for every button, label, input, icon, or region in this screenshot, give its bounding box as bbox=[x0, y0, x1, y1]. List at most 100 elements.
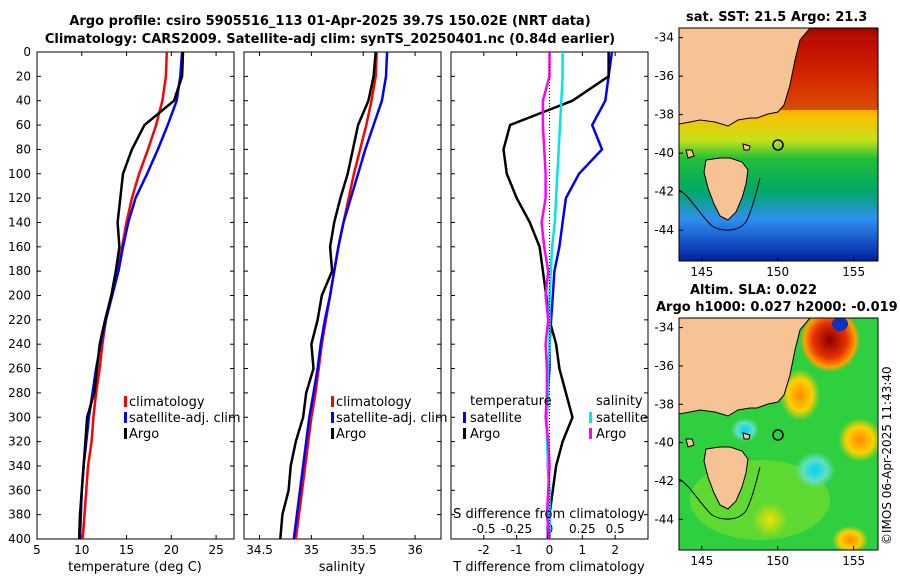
legend-label-s-argo: Argo bbox=[596, 427, 626, 442]
depth-tick-label: 320 bbox=[8, 435, 31, 449]
mainland-landmass bbox=[679, 318, 811, 417]
sst-shelf-contour bbox=[679, 177, 761, 231]
series-line-argo bbox=[279, 51, 377, 540]
legend-swatch-s-argo bbox=[589, 428, 592, 439]
salinity-legend: climatology satellite-adj. clim Argo bbox=[331, 395, 448, 442]
x-tick-label: 2 bbox=[611, 543, 619, 557]
lat-tick-label: -36 bbox=[654, 69, 674, 83]
x-tick-label: 25 bbox=[208, 543, 223, 557]
sla-shelf-contour bbox=[679, 466, 761, 520]
lat-tick-label: -34 bbox=[654, 31, 674, 45]
legend-label-satellite: satellite-adj. clim bbox=[336, 411, 448, 426]
x-tick-label: 0 bbox=[546, 543, 554, 557]
lon-tick-label: 145 bbox=[690, 265, 713, 279]
legend-label-argo: Argo bbox=[129, 427, 159, 442]
lat-tick-label: -44 bbox=[654, 512, 674, 526]
sla-anomaly-patch bbox=[832, 526, 868, 550]
legend-swatch-argo bbox=[124, 428, 127, 439]
t-difference-xlabel: T difference from climatology bbox=[452, 560, 645, 575]
x-axes: 51015202534.53535.536-2-1012-0.5-0.2500.… bbox=[33, 52, 625, 557]
lon-tick-label: 155 bbox=[842, 554, 865, 568]
sla-anomaly-patch bbox=[731, 418, 759, 442]
lon-tick-label: 145 bbox=[690, 554, 713, 568]
mainland-landmass bbox=[679, 28, 811, 127]
lat-tick-label: -42 bbox=[654, 474, 674, 488]
s-difference-tick-label: -0.25 bbox=[501, 522, 532, 536]
depth-tick-label: 20 bbox=[16, 69, 31, 83]
lon-tick-label: 150 bbox=[766, 265, 789, 279]
legend-swatch-t-argo bbox=[463, 428, 466, 439]
sla-cold-spot bbox=[832, 318, 848, 331]
legend-label-t-satellite: satellite bbox=[470, 411, 522, 426]
tasmania-landmass bbox=[703, 446, 749, 510]
lat-tick-label: -40 bbox=[654, 146, 674, 160]
legend-label-satellite: satellite-adj. clim bbox=[129, 411, 241, 426]
sla-warm-eddy bbox=[800, 318, 860, 372]
x-tick-label: 1 bbox=[579, 543, 587, 557]
argo-position-marker bbox=[772, 139, 784, 151]
legend-swatch-climatology bbox=[124, 396, 127, 407]
legend-swatch-satellite bbox=[124, 412, 127, 423]
tasmania-landmass bbox=[703, 157, 749, 221]
legend-label-climatology: climatology bbox=[336, 395, 412, 410]
sst-map-frame bbox=[678, 27, 879, 262]
lat-tick-label: -38 bbox=[654, 397, 674, 411]
temperature-axes bbox=[36, 51, 235, 540]
depth-tick-label: 300 bbox=[8, 410, 31, 424]
sla-map-title-line2: Argo h1000: 0.027 h2000: -0.019 bbox=[656, 300, 898, 315]
king-island bbox=[685, 438, 695, 448]
depth-tick-label: 180 bbox=[8, 264, 31, 278]
lat-tick-label: -42 bbox=[654, 185, 674, 199]
depth-tick-label: 220 bbox=[8, 313, 31, 327]
x-tick-label: 36 bbox=[407, 543, 422, 557]
s-difference-tick-label: 0.5 bbox=[606, 522, 625, 536]
lat-tick-label: -38 bbox=[654, 108, 674, 122]
legend-header-salinity: salinity bbox=[596, 394, 643, 409]
depth-tick-label: 60 bbox=[16, 118, 31, 132]
sla-map-title-line1: Altim. SLA: 0.022 bbox=[690, 283, 817, 298]
lat-tick-label: -34 bbox=[654, 321, 674, 335]
depth-tick-label: 380 bbox=[8, 508, 31, 522]
x-tick-label: -2 bbox=[478, 543, 490, 557]
s-difference-tick-label: 0.25 bbox=[569, 522, 596, 536]
depth-tick-label: 140 bbox=[8, 215, 31, 229]
depth-tick-label: 200 bbox=[8, 289, 31, 303]
series-line-satellite-adj-clim bbox=[292, 51, 389, 540]
depth-axis: 0 20 40 60 80 100 120 140 160 180 200 220 240 260 280 3… bbox=[8, 45, 648, 546]
x-tick-label: 34.5 bbox=[246, 543, 273, 557]
depth-tick-label: 260 bbox=[8, 362, 31, 376]
sla-map-frame bbox=[678, 317, 879, 551]
x-tick-label: 35.5 bbox=[350, 543, 377, 557]
depth-tick-label: 0 bbox=[23, 45, 31, 59]
legend-swatch-t-satellite bbox=[463, 412, 466, 423]
lon-tick-label: 150 bbox=[766, 554, 789, 568]
sla-anomaly-patch bbox=[752, 502, 788, 538]
sla-anomaly-patch bbox=[795, 452, 835, 488]
figure-title-line1: Argo profile: csiro 5905516_113 01-Apr-2… bbox=[69, 14, 591, 29]
salinity-xlabel: salinity bbox=[319, 560, 366, 575]
legend-label-t-argo: Argo bbox=[470, 427, 500, 442]
difference-legend: temperature satellite Argo salinity sate… bbox=[463, 394, 648, 442]
flinders-island bbox=[742, 432, 751, 440]
legend-header-temperature: temperature bbox=[470, 394, 552, 409]
sst-map-title: sat. SST: 21.5 Argo: 21.3 bbox=[686, 10, 868, 25]
lat-tick-label: -36 bbox=[654, 359, 674, 373]
series-line-argo bbox=[77, 51, 185, 540]
x-tick-label: 5 bbox=[33, 543, 41, 557]
legend-swatch-argo bbox=[331, 428, 334, 439]
depth-tick-label: 400 bbox=[8, 532, 31, 546]
lon-tick-label: 155 bbox=[842, 265, 865, 279]
s-difference-xlabel: S difference from climatology bbox=[453, 507, 645, 522]
map-axes: -34 -36 -38 -40 -42 -44 145 150 155 -34 -36 -38 -40 -… bbox=[654, 31, 865, 568]
temperature-legend: climatology satellite-adj. clim Argo bbox=[124, 395, 241, 442]
legend-label-climatology: climatology bbox=[129, 395, 205, 410]
depth-tick-label: 120 bbox=[8, 191, 31, 205]
legend-swatch-climatology bbox=[331, 396, 334, 407]
depth-tick-label: 240 bbox=[8, 337, 31, 351]
flinders-island bbox=[742, 143, 751, 151]
figure-title-line2: Climatology: CARS2009. Satellite-adj cli… bbox=[44, 32, 616, 47]
depth-tick-label: 100 bbox=[8, 167, 31, 181]
legend-swatch-s-satellite bbox=[589, 412, 592, 423]
lat-tick-label: -44 bbox=[654, 223, 674, 237]
